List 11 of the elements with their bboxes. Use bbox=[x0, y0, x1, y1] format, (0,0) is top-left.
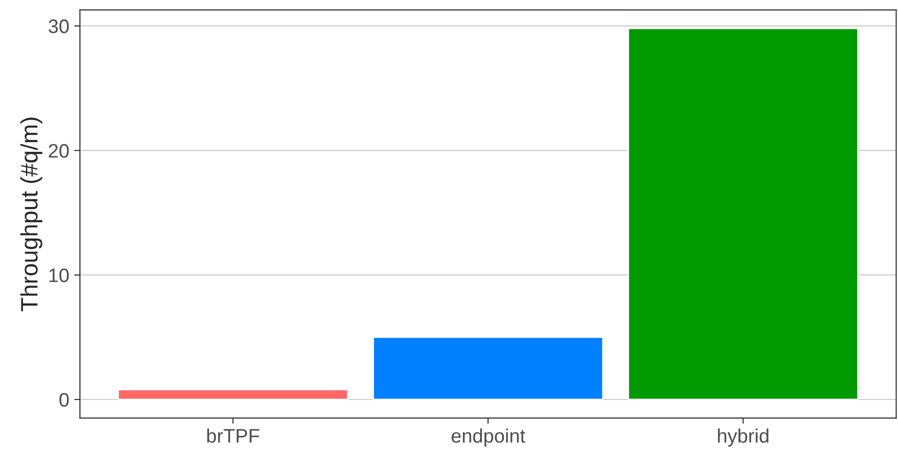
y-axis-title: Throughput (#q/m) bbox=[20, 118, 42, 312]
y-tick-label: 0 bbox=[59, 392, 69, 407]
x-tick-label: endpoint bbox=[452, 428, 526, 447]
bar bbox=[117, 388, 348, 400]
bar bbox=[628, 28, 859, 400]
y-tick-label: 10 bbox=[49, 268, 69, 282]
y-tick-label: 30 bbox=[48, 19, 69, 34]
x-tick-label: brTPF bbox=[207, 428, 260, 443]
bar bbox=[372, 336, 604, 400]
y-tick-label: 20 bbox=[48, 144, 69, 158]
x-tick-label: hybrid bbox=[718, 428, 768, 447]
